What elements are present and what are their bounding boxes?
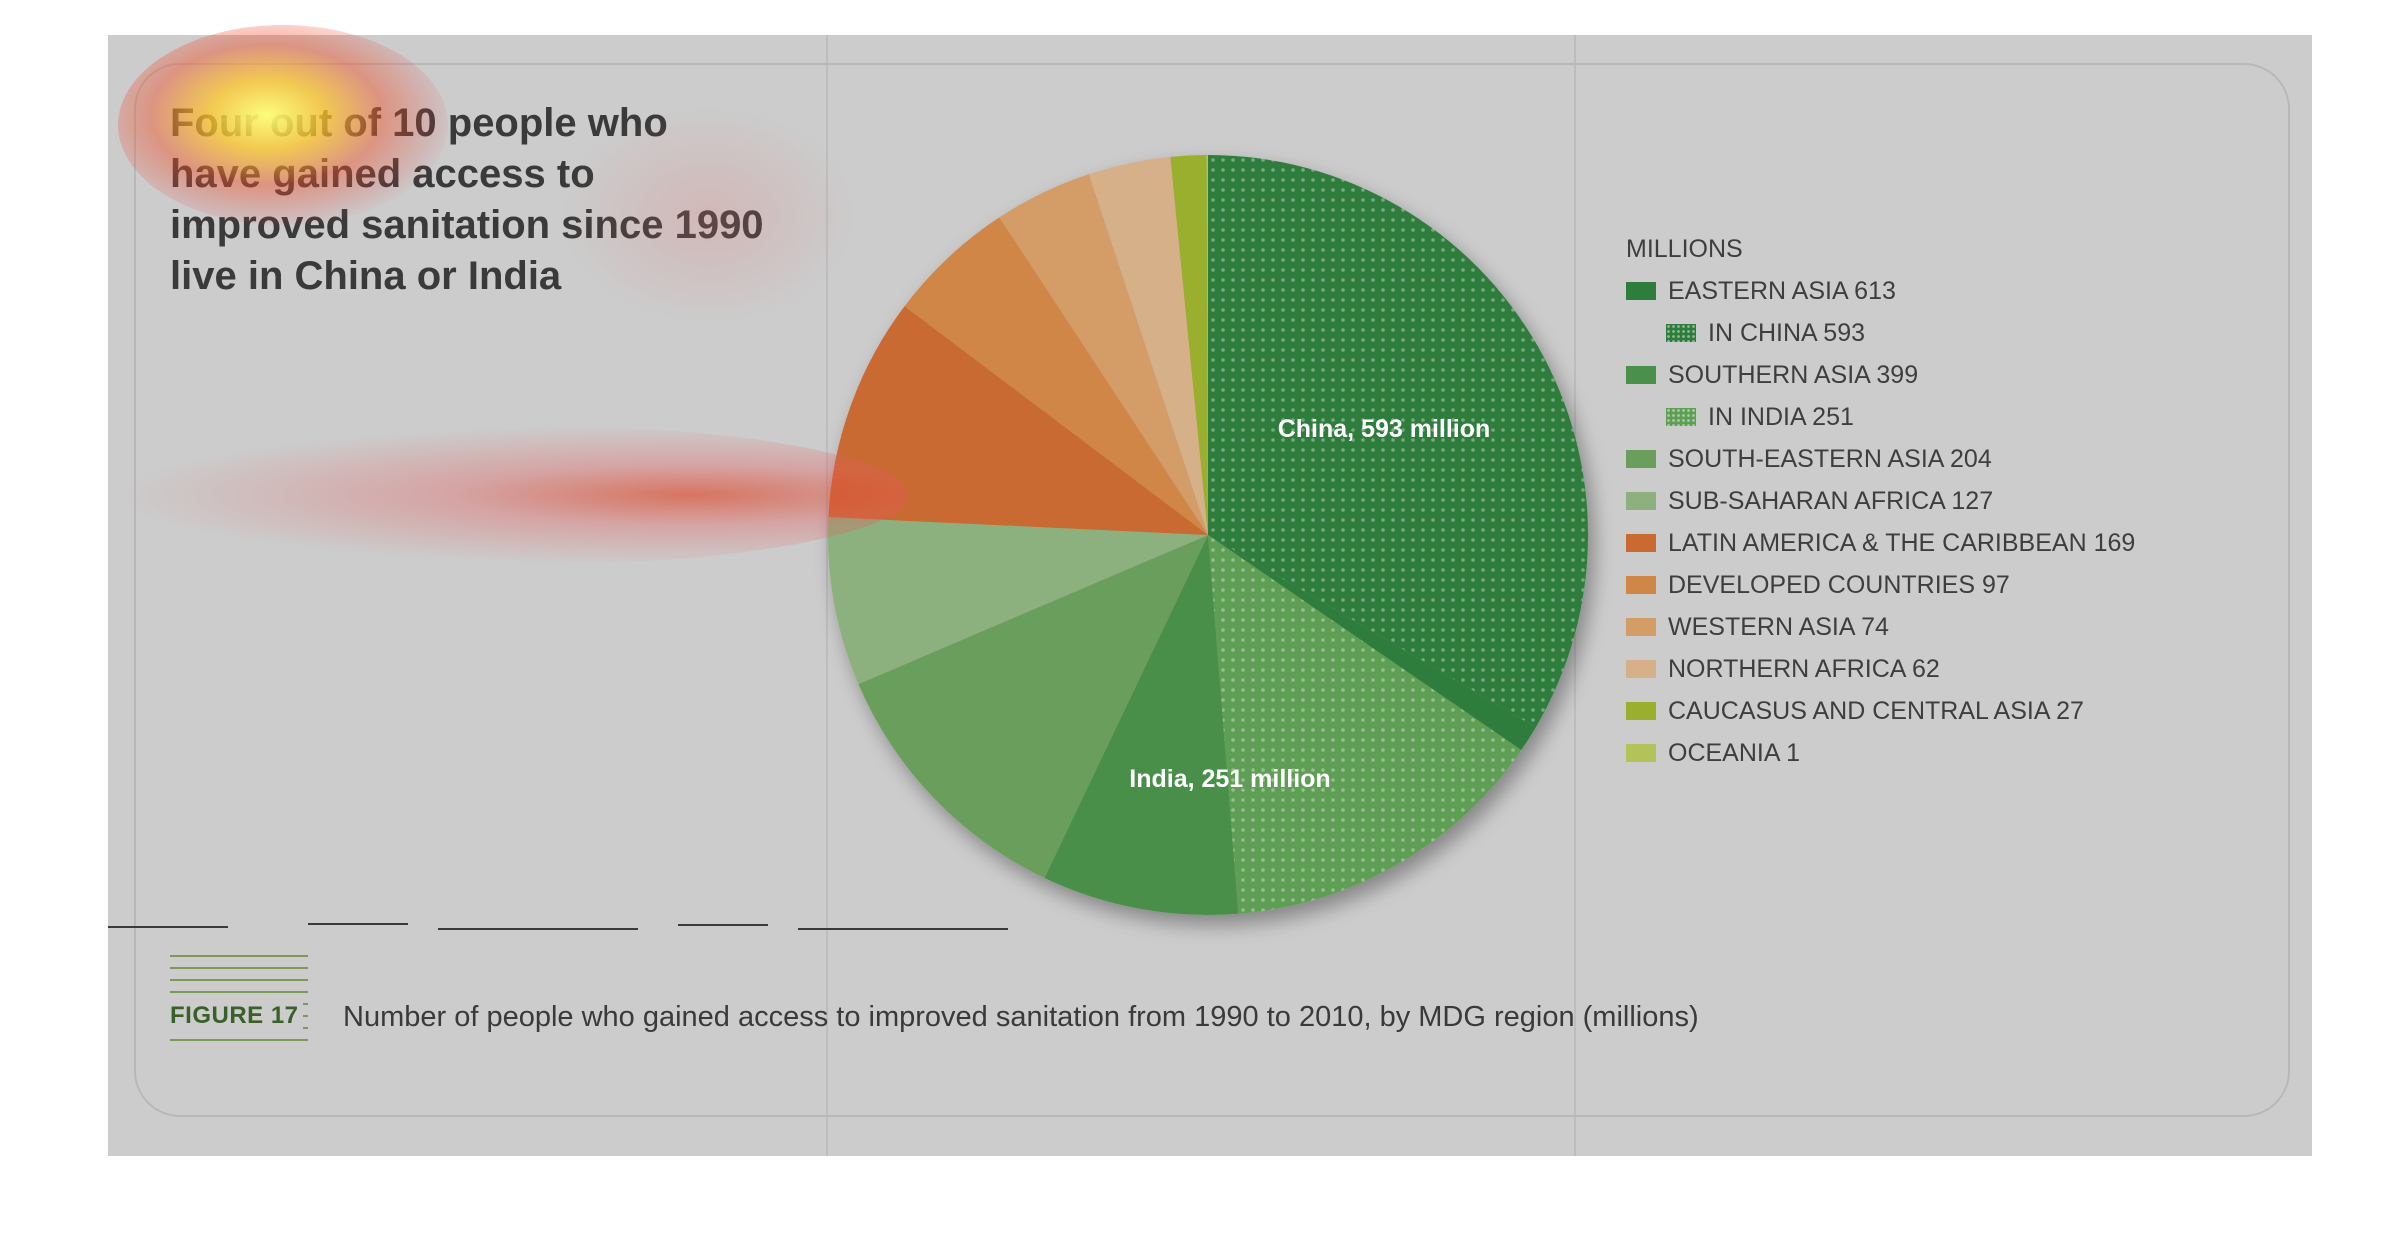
pie-slice	[1044, 535, 1239, 915]
legend-swatch	[1626, 702, 1656, 720]
legend-label: IN CHINA 593	[1708, 318, 1866, 347]
legend-swatch	[1666, 408, 1696, 426]
pie-chart: China, 593 million India, 251 million	[828, 154, 1588, 915]
legend-label: CAUCASUS AND CENTRAL ASIA 27	[1668, 696, 2084, 725]
pie-slice	[1170, 155, 1208, 535]
legend-label: SOUTHERN ASIA 399	[1668, 360, 1919, 389]
legend-swatch	[1626, 744, 1656, 762]
legend-swatch	[1626, 450, 1656, 468]
pie-slice	[904, 217, 1208, 535]
figure-label: FIGURE 17	[170, 1002, 303, 1030]
pie-slice-pattern	[1208, 535, 1522, 914]
legend-swatch	[1626, 282, 1656, 300]
pie-slice	[999, 174, 1208, 535]
pie-label-china: China, 593 million	[1278, 415, 1491, 443]
rule-line	[308, 923, 408, 925]
legend-swatch	[1626, 618, 1656, 636]
legend-item: DEVELOPED COUNTRIES 97	[1626, 564, 2135, 606]
legend-item: SOUTHERN ASIA 399	[1626, 354, 2135, 396]
legend-item: SOUTH-EASTERN ASIA 204	[1626, 438, 2135, 480]
legend-swatch	[1626, 492, 1656, 510]
pie-slice	[1206, 154, 1208, 535]
legend-label: EASTERN ASIA 613	[1668, 276, 1896, 305]
legend-swatch	[1626, 576, 1656, 594]
legend-label: NORTHERN AFRICA 62	[1668, 654, 1940, 683]
legend-item: SUB-SAHARAN AFRICA 127	[1626, 480, 2135, 522]
pie-slice	[828, 306, 1208, 535]
legend-item: OCEANIA 1	[1626, 732, 2135, 774]
legend-title: MILLIONS	[1626, 235, 1743, 263]
pie-slice	[858, 535, 1208, 879]
rule-line	[678, 924, 768, 926]
legend-label: IN INDIA 251	[1708, 402, 1854, 431]
figure-panel: Four out of 10 people who have gained ac…	[108, 25, 2312, 1156]
legend-item: LATIN AMERICA & THE CARIBBEAN 169	[1626, 522, 2135, 564]
pie-slice	[828, 517, 1208, 685]
pie-label-india: India, 251 million	[1129, 765, 1330, 793]
legend-label: SUB-SAHARAN AFRICA 127	[1668, 486, 1994, 515]
legend-label: OCEANIA 1	[1668, 738, 1800, 767]
pie-slice	[1208, 535, 1536, 751]
legend-item: CAUCASUS AND CENTRAL ASIA 27	[1626, 690, 2135, 732]
legend-item: IN CHINA 593	[1626, 312, 2135, 354]
legend-label: SOUTH-EASTERN ASIA 204	[1668, 444, 1992, 473]
figure-caption: Number of people who gained access to im…	[343, 1001, 1699, 1033]
legend-item: WESTERN ASIA 74	[1626, 606, 2135, 648]
figure-frame	[134, 63, 2290, 1117]
legend-label: WESTERN ASIA 74	[1668, 612, 1889, 641]
legend-item: IN INDIA 251	[1626, 396, 2135, 438]
legend-label: DEVELOPED COUNTRIES 97	[1668, 570, 2010, 599]
pie-slice	[1088, 156, 1208, 535]
legend-swatch	[1666, 324, 1696, 342]
legend-swatch	[1626, 366, 1656, 384]
legend: MILLIONS EASTERN ASIA 613 IN CHINA 593 SOU…	[1626, 228, 2135, 774]
rule-line	[438, 928, 638, 930]
legend-swatch	[1626, 660, 1656, 678]
pie-slice-pattern	[1208, 155, 1588, 728]
legend-swatch	[1626, 534, 1656, 552]
legend-label: LATIN AMERICA & THE CARIBBEAN 169	[1668, 528, 2136, 557]
divider-line	[826, 35, 828, 1156]
rule-line	[798, 928, 1008, 930]
rule-line	[108, 926, 228, 928]
legend-item: NORTHERN AFRICA 62	[1626, 648, 2135, 690]
legend-item: EASTERN ASIA 613	[1626, 270, 2135, 312]
